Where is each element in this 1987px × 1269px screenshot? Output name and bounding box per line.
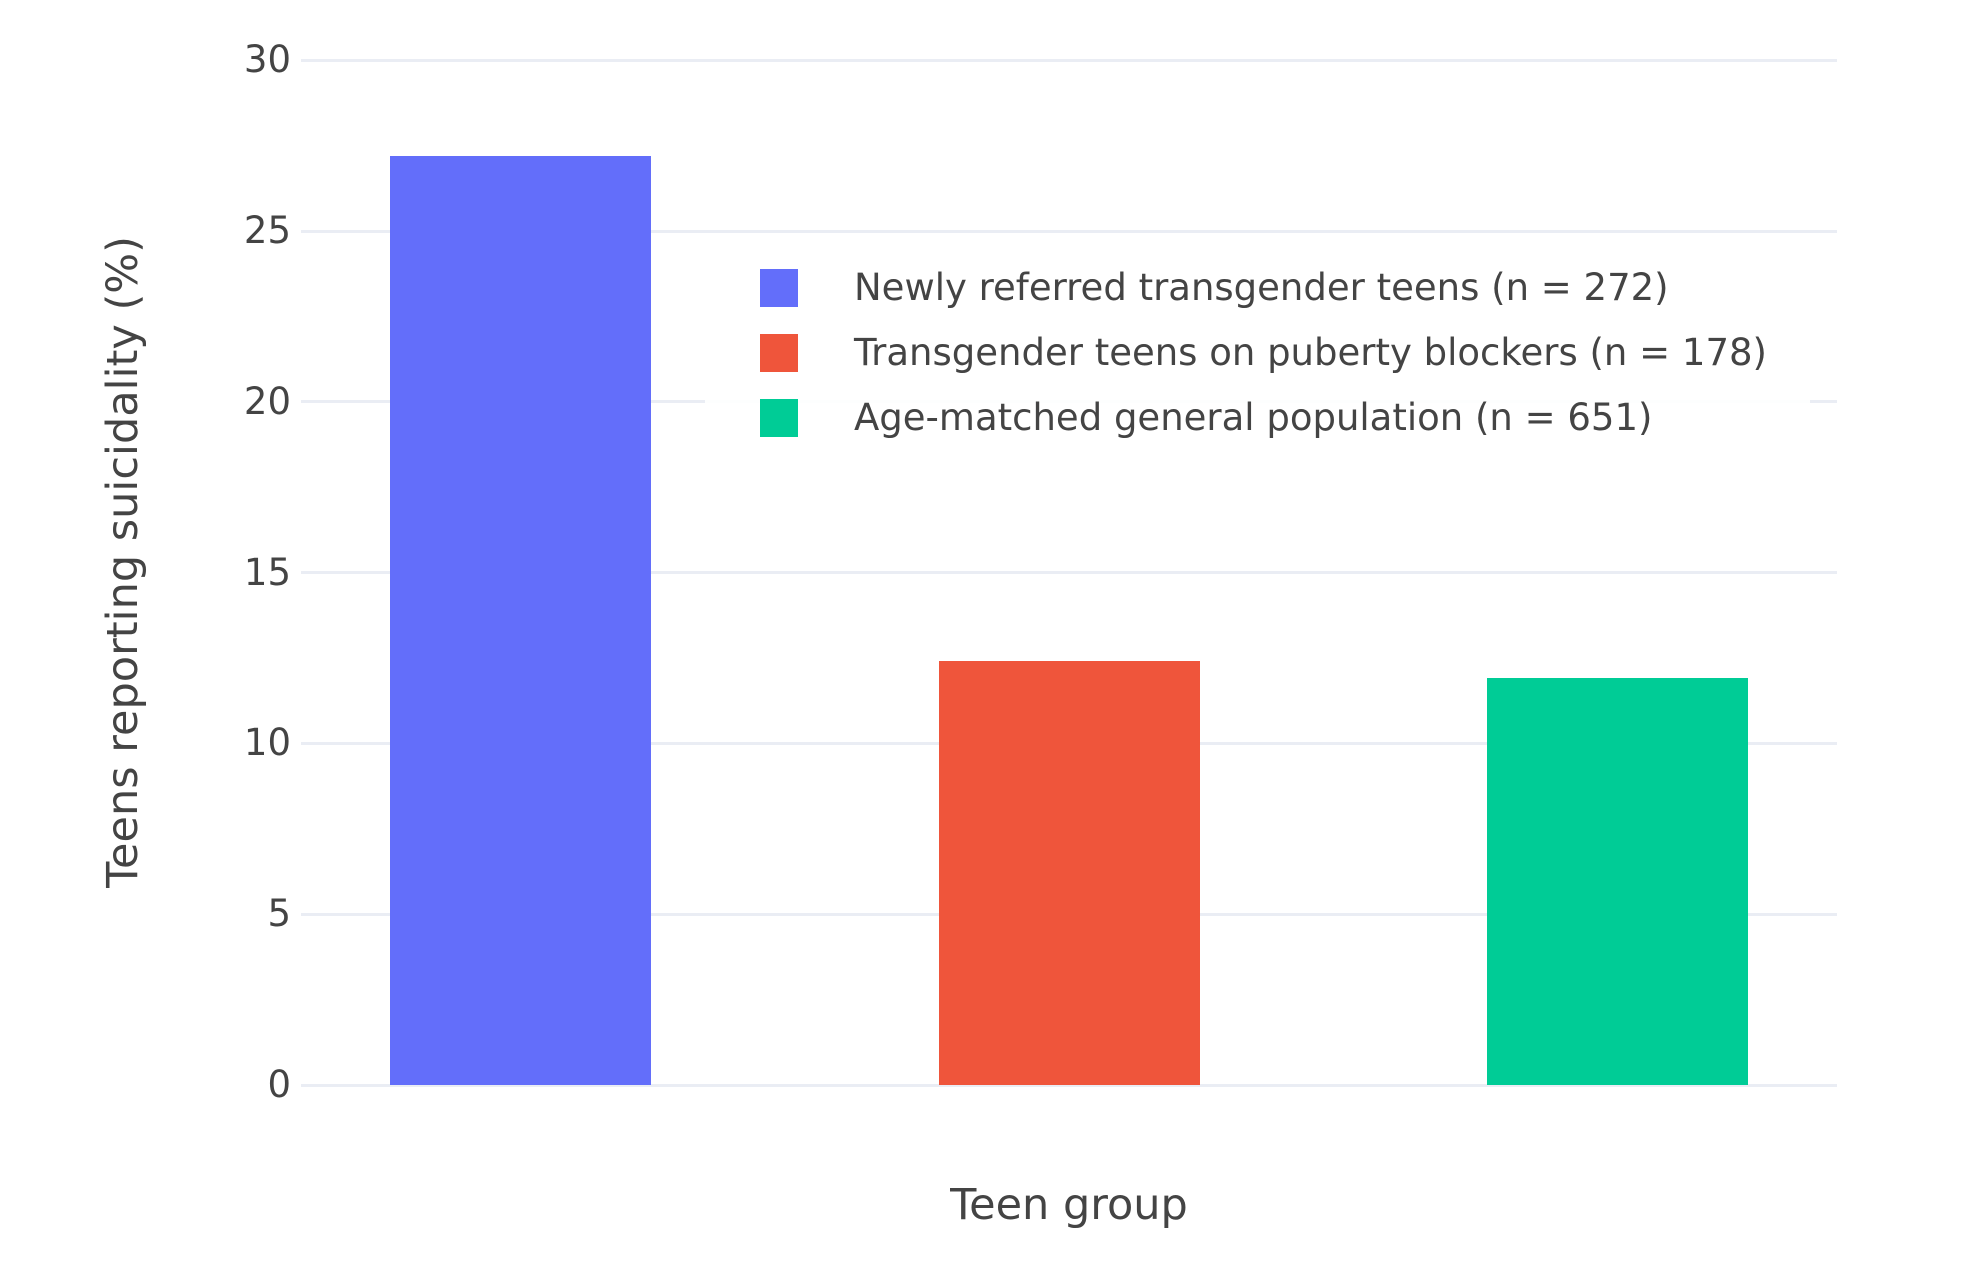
y-tick-label: 0 [267, 1063, 291, 1106]
y-axis-tick-labels: 0 5 10 15 20 25 30 [0, 0, 291, 1269]
gridline [301, 229, 1837, 233]
gridline [301, 571, 1837, 575]
y-tick-label: 15 [243, 550, 291, 594]
bar-1[interactable] [389, 155, 651, 1085]
gridline [301, 1083, 1837, 1087]
legend: Newly referred transgender teens (n = 27… [705, 248, 1810, 450]
y-tick-label: 5 [267, 892, 291, 936]
legend-label: Newly referred transgender teens (n = 27… [854, 266, 1669, 309]
legend-label: Age-matched general population (n = 651) [854, 396, 1653, 439]
x-axis-title: Teen group [950, 1180, 1188, 1230]
gridline [301, 58, 1837, 62]
bar-2[interactable] [938, 661, 1200, 1085]
legend-item-2[interactable]: Transgender teens on puberty blockers (n… [705, 320, 1810, 385]
y-tick-label: 10 [243, 721, 291, 765]
y-tick-label: 30 [243, 38, 291, 82]
legend-swatch-icon [760, 333, 798, 372]
y-tick-label: 20 [243, 379, 291, 423]
legend-item-1[interactable]: Newly referred transgender teens (n = 27… [705, 255, 1810, 320]
legend-swatch-icon [760, 398, 798, 437]
legend-item-3[interactable]: Age-matched general population (n = 651) [705, 385, 1810, 450]
legend-swatch-icon [760, 268, 798, 307]
y-tick-label: 25 [243, 209, 291, 252]
legend-label: Transgender teens on puberty blockers (n… [854, 331, 1767, 374]
y-axis-title: Teens reporting suicidality (%) [98, 236, 148, 888]
bar-3[interactable] [1487, 678, 1749, 1085]
